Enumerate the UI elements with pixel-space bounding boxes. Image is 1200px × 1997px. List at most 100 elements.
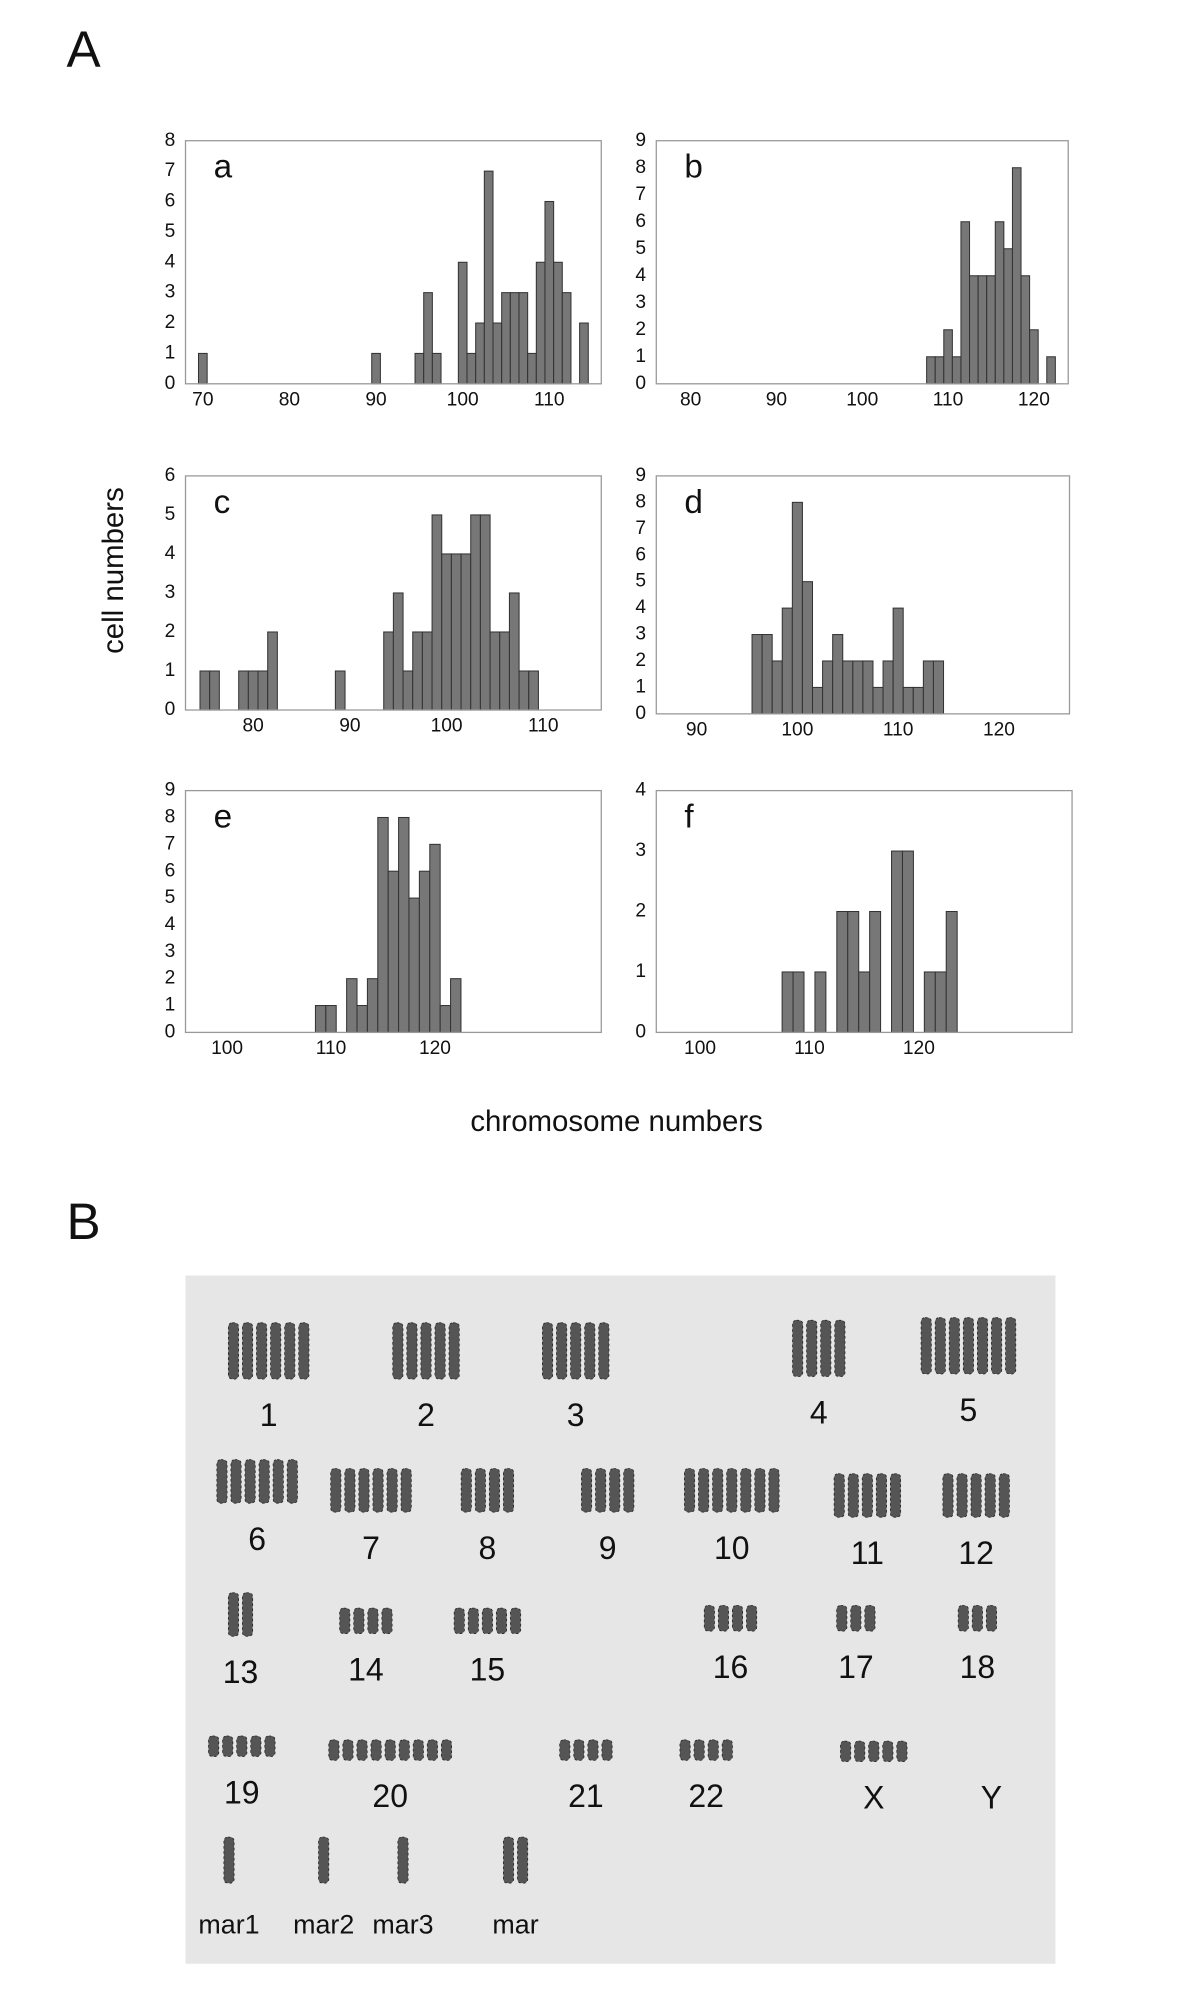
plot-frame (655, 140, 1069, 385)
chromosome (985, 1605, 997, 1632)
y-tick-label: 8 (165, 807, 176, 828)
x-tick-label: 100 (781, 720, 813, 741)
y-tick-label: 9 (635, 465, 646, 486)
y-tick-label: 3 (635, 840, 646, 861)
chromosome (581, 1468, 593, 1513)
y-tick-label: 1 (635, 961, 646, 982)
bar (1020, 275, 1031, 385)
karyotype-label: 6 (248, 1521, 266, 1557)
y-tick-label: 4 (635, 597, 646, 618)
panel-letter: f (684, 799, 694, 836)
panel-letter: d (684, 484, 703, 521)
chromosome (400, 1468, 412, 1513)
y-tick-label: 2 (635, 650, 646, 671)
y-tick-label: 3 (635, 292, 646, 313)
y-tick-label: 1 (635, 676, 646, 697)
chromosome (286, 1459, 298, 1504)
x-tick-label: 100 (447, 389, 479, 410)
x-tick-label: 70 (192, 389, 213, 410)
y-tick-label: 0 (165, 699, 176, 720)
chromosome (517, 1836, 529, 1884)
bar (994, 221, 1005, 385)
x-tick-label: 110 (316, 1038, 347, 1059)
y-tick-label: 4 (165, 543, 176, 564)
chromosome (242, 1322, 254, 1380)
y-tick-label: 7 (165, 160, 176, 181)
chromosome (223, 1836, 235, 1884)
karyotype-label: 15 (470, 1652, 506, 1688)
bar (544, 200, 555, 385)
bar (450, 978, 462, 1033)
karyotype-label: 17 (838, 1649, 874, 1685)
bar (934, 971, 947, 1033)
bar (814, 971, 827, 1033)
chromosome (381, 1607, 393, 1635)
bar (199, 670, 211, 711)
x-tick-label: 110 (933, 389, 964, 410)
bar (960, 221, 971, 385)
chromosome (836, 1605, 848, 1632)
bar (356, 1005, 368, 1033)
bar (460, 553, 472, 711)
chromosome (854, 1740, 866, 1762)
chromosome (559, 1739, 571, 1761)
y-tick-label: 1 (165, 342, 176, 363)
chromosome (834, 1319, 846, 1377)
karyotype-label: 20 (372, 1778, 408, 1814)
chromosome (556, 1322, 568, 1380)
bar (832, 634, 844, 715)
chromosome (570, 1322, 582, 1380)
bar (439, 1005, 452, 1033)
bar (366, 978, 379, 1033)
x-tick-label: 80 (680, 389, 701, 410)
chromosome (732, 1605, 744, 1632)
bar (945, 910, 958, 1033)
chromosome (1005, 1317, 1017, 1375)
y-tick-label: 0 (165, 373, 176, 394)
bar (858, 971, 871, 1033)
plot-frame (655, 789, 1073, 1034)
bar (423, 292, 433, 385)
bar (1011, 167, 1022, 385)
chromosome (948, 1317, 960, 1375)
bar (402, 670, 414, 711)
y-tick-label: 8 (635, 157, 646, 178)
bar (847, 910, 860, 1033)
bar (518, 670, 530, 711)
bar (811, 686, 824, 715)
chromosome (792, 1319, 804, 1377)
x-tick-label: 100 (211, 1038, 243, 1059)
bar (408, 897, 420, 1033)
x-tick-label: 110 (794, 1038, 825, 1059)
chromosome (342, 1739, 354, 1761)
y-tick-label: 2 (165, 621, 176, 642)
chromosome (833, 1473, 845, 1518)
chromosome (328, 1739, 340, 1761)
y-tick-label: 4 (165, 251, 176, 272)
chromosome (875, 1473, 887, 1518)
chromosome (270, 1322, 282, 1380)
chromosome (481, 1607, 493, 1635)
chromosome (356, 1739, 368, 1761)
y-tick-label: 0 (635, 373, 646, 394)
chromosome (250, 1735, 262, 1757)
chromosome (991, 1317, 1003, 1375)
bar (902, 686, 914, 715)
bar (470, 514, 481, 711)
bar (431, 514, 443, 711)
bar (238, 670, 249, 711)
y-tick-label: 6 (165, 465, 176, 486)
bar (892, 607, 904, 715)
bar (761, 634, 773, 715)
karyotype-label: 22 (688, 1778, 724, 1814)
bar (792, 971, 805, 1033)
chromosome (440, 1739, 452, 1761)
bar (418, 870, 431, 1033)
chromosome (850, 1605, 862, 1632)
chromosome (956, 1473, 968, 1518)
bar (528, 670, 539, 711)
bar (457, 261, 468, 385)
bar (932, 660, 945, 715)
